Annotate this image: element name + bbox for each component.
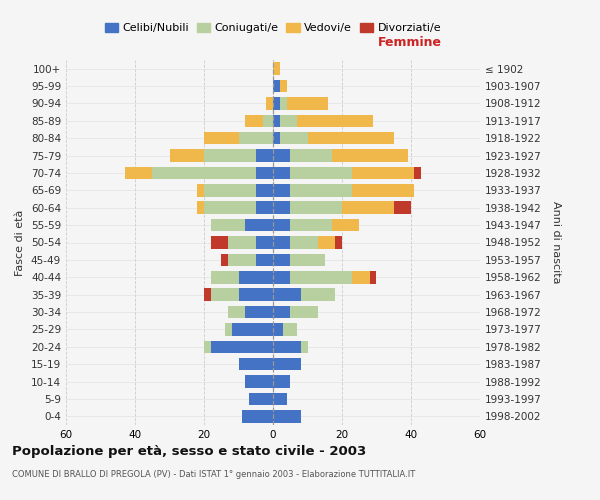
Bar <box>273 271 290 283</box>
Bar <box>239 358 273 370</box>
Bar <box>290 306 318 318</box>
Bar <box>256 254 273 266</box>
Bar <box>273 132 280 144</box>
Bar <box>273 340 301 353</box>
Bar <box>352 166 415 179</box>
Y-axis label: Fasce di età: Fasce di età <box>16 210 25 276</box>
Bar <box>273 358 301 370</box>
Bar <box>256 236 273 249</box>
Bar <box>249 392 273 405</box>
Text: COMUNE DI BRALLO DI PREGOLA (PV) - Dati ISTAT 1° gennaio 2003 - Elaborazione TUT: COMUNE DI BRALLO DI PREGOLA (PV) - Dati … <box>12 470 415 479</box>
Bar <box>280 132 308 144</box>
Bar <box>273 376 290 388</box>
Bar <box>245 376 273 388</box>
Bar <box>228 254 256 266</box>
Bar <box>273 202 290 214</box>
Bar <box>273 80 280 92</box>
Bar <box>280 97 287 110</box>
Bar <box>273 62 280 75</box>
Bar <box>125 166 152 179</box>
Bar <box>197 202 204 214</box>
Bar <box>256 150 273 162</box>
Bar <box>290 236 318 249</box>
Bar <box>239 271 273 283</box>
Bar <box>280 80 287 92</box>
Bar <box>283 323 297 336</box>
Bar <box>239 288 273 301</box>
Bar <box>273 184 290 196</box>
Bar <box>239 132 273 144</box>
Bar <box>245 219 273 232</box>
Bar <box>308 132 394 144</box>
Bar <box>232 323 273 336</box>
Text: Femmine: Femmine <box>377 36 442 49</box>
Bar <box>273 166 290 179</box>
Bar <box>370 271 377 283</box>
Bar <box>290 271 352 283</box>
Bar <box>290 254 325 266</box>
Bar <box>273 410 301 422</box>
Bar <box>228 236 256 249</box>
Bar <box>228 306 245 318</box>
Bar <box>263 114 273 127</box>
Bar <box>273 306 290 318</box>
Bar <box>290 150 332 162</box>
Bar <box>273 236 290 249</box>
Bar <box>301 340 308 353</box>
Bar <box>273 254 290 266</box>
Bar <box>332 219 359 232</box>
Bar <box>211 271 239 283</box>
Bar <box>290 184 352 196</box>
Bar <box>225 323 232 336</box>
Bar <box>211 219 245 232</box>
Bar <box>287 97 328 110</box>
Bar <box>152 166 256 179</box>
Bar <box>273 219 290 232</box>
Bar <box>290 166 352 179</box>
Bar <box>204 132 239 144</box>
Bar <box>352 271 370 283</box>
Bar <box>280 114 297 127</box>
Bar <box>273 97 280 110</box>
Bar <box>211 236 228 249</box>
Bar <box>332 150 407 162</box>
Bar <box>204 184 256 196</box>
Bar <box>204 288 211 301</box>
Bar <box>273 150 290 162</box>
Bar <box>273 114 280 127</box>
Bar <box>242 410 273 422</box>
Bar <box>256 202 273 214</box>
Bar <box>197 184 204 196</box>
Bar <box>204 340 211 353</box>
Bar <box>221 254 228 266</box>
Bar <box>273 392 287 405</box>
Bar <box>204 202 256 214</box>
Bar <box>290 219 332 232</box>
Bar <box>256 166 273 179</box>
Bar <box>266 97 273 110</box>
Bar <box>245 306 273 318</box>
Y-axis label: Anni di nascita: Anni di nascita <box>551 201 561 284</box>
Bar <box>394 202 411 214</box>
Bar <box>415 166 421 179</box>
Bar <box>342 202 394 214</box>
Bar <box>301 288 335 301</box>
Bar <box>170 150 204 162</box>
Text: Popolazione per età, sesso e stato civile - 2003: Popolazione per età, sesso e stato civil… <box>12 445 366 458</box>
Bar <box>211 340 273 353</box>
Bar <box>211 288 239 301</box>
Bar <box>290 202 342 214</box>
Bar <box>352 184 415 196</box>
Bar <box>335 236 342 249</box>
Bar <box>273 288 301 301</box>
Bar <box>318 236 335 249</box>
Bar <box>273 323 283 336</box>
Bar <box>297 114 373 127</box>
Bar <box>245 114 263 127</box>
Bar <box>204 150 256 162</box>
Bar <box>256 184 273 196</box>
Legend: Celibi/Nubili, Coniugati/e, Vedovi/e, Divorziati/e: Celibi/Nubili, Coniugati/e, Vedovi/e, Di… <box>100 18 446 38</box>
